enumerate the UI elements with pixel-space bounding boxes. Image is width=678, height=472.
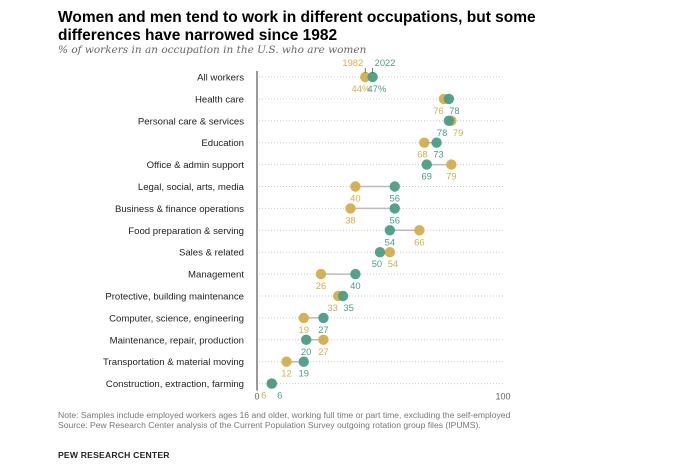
category-label: Legal, social, arts, media: [138, 182, 245, 193]
value-label-1982: 79: [446, 171, 456, 182]
value-label-2022: 40: [350, 280, 360, 291]
dot-1982: [414, 225, 425, 236]
value-label-2022: 78: [437, 127, 447, 138]
dot-2022: [266, 378, 277, 389]
category-label: Construction, extraction, farming: [106, 379, 244, 390]
value-label-1982: 54: [388, 258, 398, 269]
value-label-2022: 73: [433, 149, 443, 160]
value-label-2022: 69: [422, 171, 432, 182]
dot-2022: [298, 356, 309, 367]
legend-1982: 1982: [342, 57, 363, 68]
x-tick-label: 100: [495, 392, 510, 402]
value-label-2022: 6: [277, 390, 282, 401]
dot-2022: [389, 181, 400, 192]
value-label-1982: 33: [327, 302, 337, 313]
value-label-2022: 47%: [368, 83, 387, 94]
chart-title: Women and men tend to work in different …: [58, 9, 536, 44]
value-label-1982: 26: [316, 280, 326, 291]
dot-1982: [345, 203, 356, 214]
org-name: PEW RESEARCH CENTER: [58, 450, 170, 460]
category-label: Maintenance, repair, production: [110, 335, 244, 346]
dot-2022: [318, 312, 329, 324]
dot-1982: [360, 71, 371, 83]
dot-1982: [318, 334, 329, 345]
value-label-2022: 20: [301, 346, 311, 357]
dot-1982: [281, 356, 292, 367]
dot-2022: [443, 115, 455, 127]
value-label-2022: 19: [299, 368, 309, 379]
category-label: Protective, building maintenance: [105, 292, 244, 303]
value-label-1982: 66: [414, 236, 424, 247]
value-label-1982: 27: [318, 346, 328, 357]
dot-1982: [350, 181, 361, 192]
dot-1982: [446, 159, 457, 170]
legend-2022: 2022: [375, 57, 396, 68]
dot-2022: [421, 159, 432, 170]
value-label-2022: 27: [318, 324, 328, 335]
category-label: Education: [201, 138, 244, 149]
category-label: Food preparation & serving: [128, 226, 244, 237]
value-label-2022: 78: [449, 105, 459, 116]
dot-2022: [443, 93, 455, 105]
dot-2022: [431, 137, 442, 148]
dot-1982: [419, 137, 430, 148]
dot-2022: [350, 268, 361, 280]
category-label: Computer, science, engineering: [109, 313, 244, 324]
value-label-2022: 54: [385, 236, 395, 247]
value-label-1982: 79: [453, 127, 463, 138]
value-label-1982: 12: [281, 368, 291, 379]
category-label: Management: [188, 270, 244, 281]
dot-1982: [298, 312, 309, 324]
category-label: Personal care & services: [138, 116, 244, 127]
category-label: Health care: [195, 94, 244, 105]
value-label-1982: 44%: [352, 83, 371, 94]
x-tick-label: 0: [254, 392, 259, 402]
value-label-2022: 50: [372, 258, 382, 269]
dot-2022: [374, 247, 386, 258]
dot-2022: [389, 203, 400, 214]
value-label-1982: 76: [433, 105, 443, 116]
value-label-1982: 68: [417, 149, 427, 160]
dot-2022: [337, 290, 349, 302]
chart-notes: Note: Samples include employed workers a…: [58, 410, 538, 431]
dot-1982: [384, 247, 396, 258]
value-label-1982: 19: [299, 324, 309, 335]
note-text: Note: Samples include employed workers a…: [58, 410, 511, 420]
category-label: All workers: [197, 73, 244, 84]
value-label-1982: 40: [350, 193, 360, 204]
category-label: Business & finance operations: [115, 204, 244, 215]
category-label: Transportation & material moving: [103, 357, 244, 368]
value-label-2022: 35: [343, 302, 353, 313]
dot-2022: [367, 71, 378, 83]
category-label: Sales & related: [179, 248, 244, 259]
dot-2022: [384, 225, 396, 236]
dot-1982: [315, 268, 327, 280]
source-text: Source: Pew Research Center analysis of …: [58, 420, 481, 431]
value-label-2022: 56: [390, 214, 400, 225]
value-label-1982: 38: [345, 214, 355, 225]
value-label-1982: 6: [261, 390, 266, 401]
chart-subtitle: % of workers in an occupation in the U.S…: [58, 44, 367, 56]
value-label-2022: 56: [390, 193, 400, 204]
dot-plot-chart: All workers 44%47% 1982 2022 Health care 76 78…: [103, 57, 510, 402]
category-label: Office & admin support: [147, 160, 245, 171]
dot-2022: [301, 334, 312, 345]
